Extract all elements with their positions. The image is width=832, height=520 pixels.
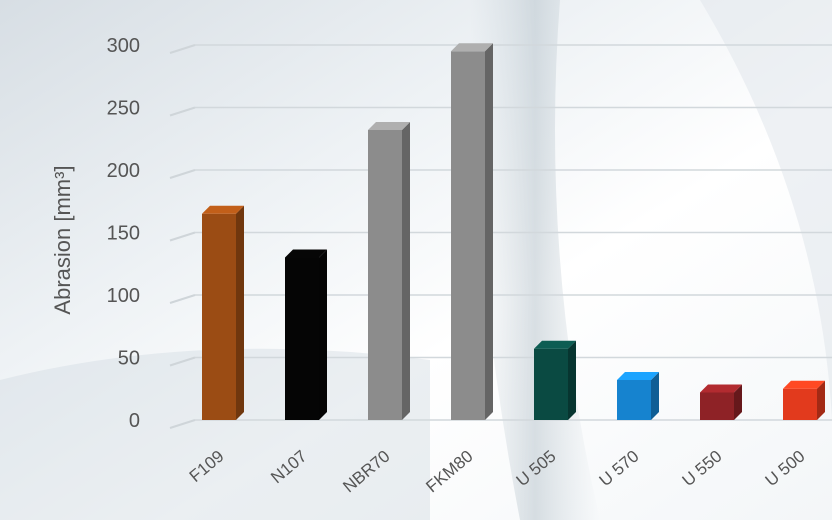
y-tick-label: 150 — [107, 223, 140, 245]
x-tick-label: N107 — [267, 447, 310, 488]
bar-side — [734, 384, 742, 420]
x-axis-labels: F109 N107 NBR70 FKM80 U 505 U 570 U 550 U 500 — [186, 447, 809, 497]
x-tick-label: U 570 — [596, 447, 643, 491]
gridline-depth-0 — [169, 419, 196, 429]
bar-n107 — [285, 249, 327, 420]
x-tick-label: FKM80 — [422, 447, 476, 497]
gridline-depth-1 — [169, 356, 196, 367]
bar-top — [451, 43, 493, 52]
bar-side — [568, 340, 576, 420]
gridline-depth-5 — [169, 106, 196, 117]
bars — [202, 43, 825, 420]
y-tick-label: 0 — [129, 410, 140, 432]
y-axis-ticks: 0 50 100 150 200 250 300 — [107, 35, 140, 432]
gridline-depth-2 — [169, 294, 196, 304]
bar-fkm80 — [451, 43, 493, 420]
bar-top — [368, 122, 410, 130]
bar-side — [236, 205, 244, 420]
bar-u505 — [534, 340, 576, 420]
x-tick-label: U 505 — [513, 447, 560, 491]
bar-top — [534, 340, 576, 349]
bar-f109 — [202, 205, 244, 420]
bar-front — [202, 213, 236, 420]
bar-side — [402, 122, 410, 420]
bar-top — [202, 205, 244, 214]
y-tick-label: 300 — [107, 35, 140, 57]
bar-front — [617, 380, 651, 420]
x-tick-label: U 550 — [679, 447, 726, 491]
gridline-depth-3 — [169, 231, 196, 242]
bar-top — [285, 249, 327, 258]
x-tick-label: F109 — [186, 447, 228, 486]
y-tick-label: 100 — [107, 285, 140, 307]
y-tick-label: 200 — [107, 160, 140, 182]
gridline-depth-6 — [169, 44, 196, 54]
bar-side — [817, 380, 825, 420]
bar-side — [319, 249, 327, 420]
bar-side — [485, 43, 493, 420]
bar-front — [700, 392, 734, 420]
bar-front — [783, 388, 817, 420]
x-tick-label: U 500 — [762, 447, 809, 491]
bar-front — [534, 348, 568, 420]
bar-top — [617, 372, 659, 380]
y-tick-label: 50 — [118, 348, 140, 370]
y-tick-label: 250 — [107, 98, 140, 120]
bar-top — [783, 380, 825, 389]
bar-nbr70 — [368, 122, 410, 420]
bar-u570 — [617, 372, 659, 420]
gridlines — [169, 44, 832, 429]
bar-front — [368, 130, 402, 420]
x-tick-label: NBR70 — [339, 447, 393, 497]
bar-front — [285, 257, 319, 420]
bar-top — [700, 384, 742, 393]
bar-side — [651, 372, 659, 420]
y-axis-title: Abrasion [mm³] — [50, 165, 75, 314]
gridline-depth-4 — [169, 169, 196, 179]
bar-u500 — [783, 380, 825, 420]
bar-u550 — [700, 384, 742, 420]
bar-front — [451, 51, 485, 420]
